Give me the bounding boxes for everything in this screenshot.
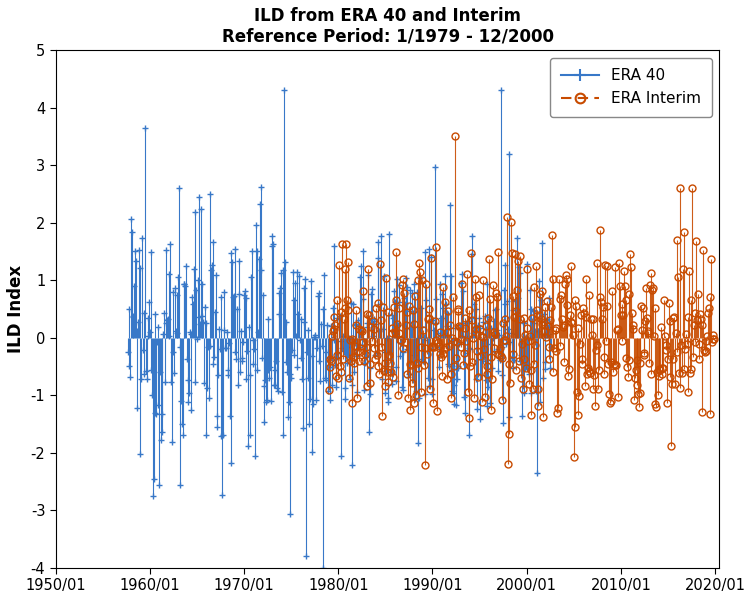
Legend: ERA 40, ERA Interim: ERA 40, ERA Interim [550, 58, 712, 117]
Y-axis label: ILD Index: ILD Index [7, 265, 25, 353]
Title: ILD from ERA 40 and Interim
Reference Period: 1/1979 - 12/2000: ILD from ERA 40 and Interim Reference Pe… [221, 7, 553, 46]
